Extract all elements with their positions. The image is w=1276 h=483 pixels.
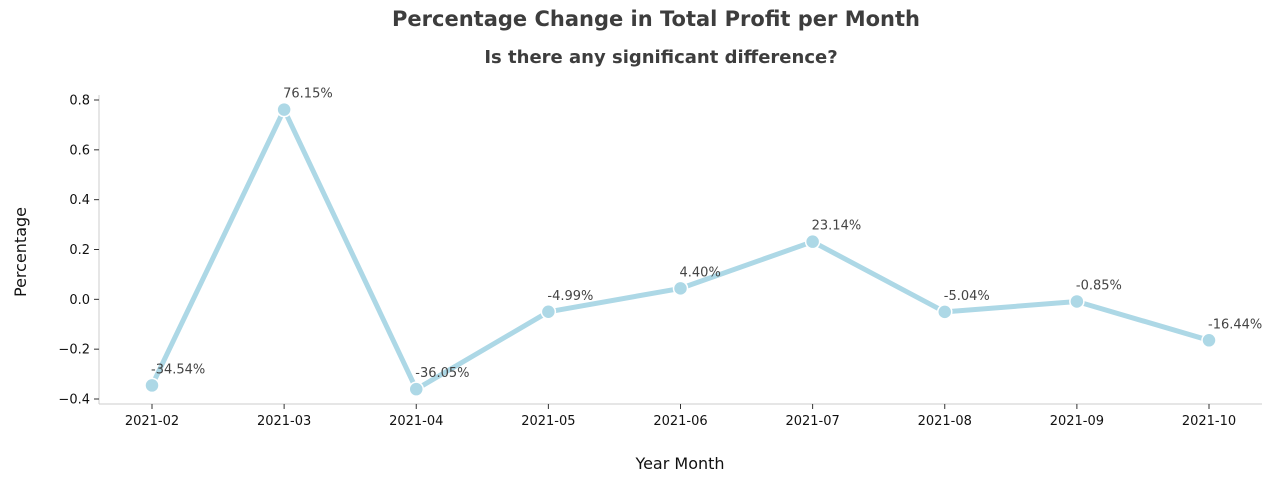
data-label: -4.99% bbox=[547, 289, 593, 304]
data-label: -36.05% bbox=[415, 366, 469, 381]
x-tick-label: 2021-10 bbox=[1182, 414, 1236, 429]
data-label: -0.85% bbox=[1076, 278, 1122, 293]
series-line-group bbox=[144, 101, 1217, 397]
data-point bbox=[1201, 332, 1217, 349]
data-label: 23.14% bbox=[812, 219, 862, 234]
data-point bbox=[276, 101, 292, 118]
x-tick-label: 2021-08 bbox=[918, 414, 972, 429]
data-label: -34.54% bbox=[151, 362, 205, 377]
chart-subtitle: Is there any significant difference? bbox=[484, 47, 837, 68]
y-tick-label: 0.0 bbox=[69, 293, 90, 308]
data-point bbox=[937, 304, 953, 320]
data-label: -16.44% bbox=[1208, 317, 1262, 332]
data-label: 76.15% bbox=[283, 87, 333, 102]
y-tick-label: 0.6 bbox=[69, 143, 90, 158]
data-point bbox=[144, 377, 160, 394]
y-tick-label: −0.2 bbox=[58, 343, 90, 358]
x-tick-label: 2021-09 bbox=[1050, 414, 1104, 429]
x-tick-label: 2021-06 bbox=[653, 414, 707, 429]
data-labels: -34.54% 76.15% -36.05% -4.99% 4.40% 23.14% -5.… bbox=[151, 87, 1262, 382]
y-tick-label: −0.4 bbox=[58, 393, 90, 408]
x-tick-label: 2021-04 bbox=[389, 414, 443, 429]
x-tick-label: 2021-05 bbox=[521, 414, 575, 429]
y-tick-label: 0.2 bbox=[69, 243, 90, 258]
data-point bbox=[540, 304, 557, 320]
y-tick-label: 0.8 bbox=[69, 94, 90, 109]
x-axis-ticks: 2021-02 2021-03 2021-04 2021-05 2021-06 2021-… bbox=[125, 404, 1236, 429]
data-label: -5.04% bbox=[944, 289, 990, 304]
y-tick-label: 0.4 bbox=[69, 193, 90, 208]
y-axis-label: Percentage bbox=[11, 207, 30, 297]
x-axis-label: Year Month bbox=[634, 454, 724, 473]
x-tick-label: 2021-07 bbox=[785, 414, 839, 429]
data-point bbox=[1069, 293, 1085, 310]
x-tick-label: 2021-03 bbox=[257, 414, 311, 429]
data-point bbox=[672, 280, 689, 297]
series-line bbox=[149, 107, 1212, 392]
y-axis-ticks: −0.4 −0.2 0.0 0.2 0.4 0.6 0.8 bbox=[58, 94, 99, 408]
data-label: 4.40% bbox=[680, 265, 721, 280]
data-point bbox=[804, 233, 821, 250]
x-tick-label: 2021-02 bbox=[125, 414, 179, 429]
data-point bbox=[408, 381, 424, 397]
chart-title: Percentage Change in Total Profit per Mo… bbox=[392, 7, 920, 31]
